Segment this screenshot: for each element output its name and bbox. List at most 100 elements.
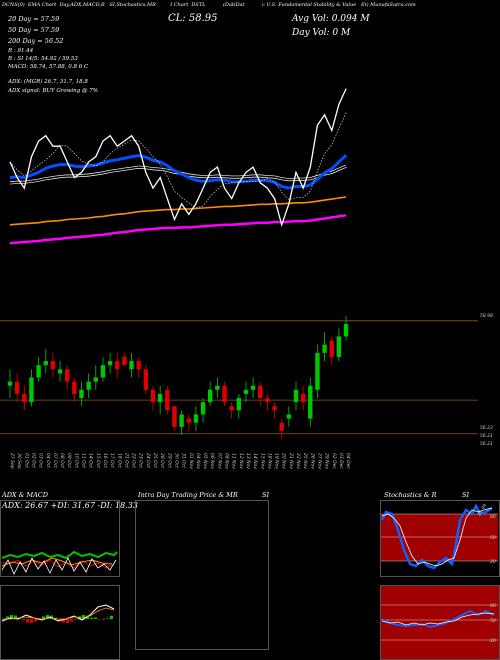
candle-body [43, 361, 48, 366]
date-tick: 25 Nov [302, 453, 308, 469]
close-label: CL: 58.95 [168, 13, 218, 24]
date-tick: 13 Nov [245, 453, 251, 469]
date-tick: 23 Oct [138, 453, 144, 468]
date-tick: 26 Nov [309, 453, 315, 469]
date-tick: 12 Nov [238, 453, 244, 469]
stoch-si: SI [462, 491, 470, 499]
rsi-tick-80: 80 [490, 603, 496, 609]
date-tick: 01 Oct [23, 453, 29, 468]
candle-body [50, 361, 56, 370]
rsi-chart: 80 50 20 [381, 603, 498, 644]
rsi-line-white [381, 612, 495, 626]
ema20-line [9, 154, 348, 190]
date-tick: 29 Nov [324, 453, 330, 469]
macd-bar [74, 618, 77, 620]
ma-info: 20 Day = 57.59 50 Day = 57.59 200 Day = … [8, 14, 63, 47]
adx-panel-title: ADX & MACD [2, 491, 48, 499]
date-tick: 09 Oct [66, 453, 72, 468]
macd-label: MACD: 58.74, 57.88, 0.8 6 C [8, 64, 89, 70]
stoch-panel-title: Stochastics & R [384, 491, 437, 499]
candle-body [315, 352, 320, 390]
macd-bar [110, 615, 113, 619]
candle-body [329, 340, 334, 357]
avg-vol: Avg Vol: 0.094 M [292, 14, 370, 24]
macd-bar [10, 615, 13, 619]
date-tick: 07 Nov [216, 453, 222, 469]
date-tick: 08 Oct [59, 453, 65, 468]
macd-bar [62, 619, 65, 623]
intraday-si: SI [262, 491, 270, 499]
macd-bar [6, 616, 9, 619]
macd-bar [46, 615, 49, 619]
ma-200-label: 200 Day = 56.52 [8, 37, 64, 45]
close-line [9, 88, 347, 228]
date-tick: 21 Nov [288, 453, 294, 469]
date-tick: 27 Sep [9, 453, 15, 469]
candle-body [265, 398, 270, 403]
candle-body [279, 422, 284, 431]
date-tick: 22 Nov [295, 453, 301, 469]
stochastics-chart: 81.94 80 50 20 [380, 503, 498, 570]
candle-body [100, 365, 106, 378]
candle-body [157, 393, 163, 403]
rsi-tick-20: 20 [490, 638, 496, 644]
candle-body [7, 381, 13, 386]
candle-body [165, 389, 170, 411]
header-fund: c U.S. Fundamental Stability & Value [262, 2, 357, 8]
candle-body [300, 393, 306, 403]
date-tick: 14 Oct [88, 453, 94, 468]
intraday-panel-title: Intra Day Trading Price & MR [138, 491, 238, 499]
intraday-panel [135, 500, 269, 650]
price-label-1: 58.98 [480, 313, 493, 319]
macd-bar [30, 619, 33, 623]
date-tick: 27 Nov [316, 453, 322, 469]
candle-body [14, 381, 20, 394]
ema-lines [9, 154, 348, 245]
candle-body [136, 361, 141, 370]
candle-body [343, 324, 349, 337]
stoch-tick-50: 50 [490, 535, 496, 541]
candle-body [79, 389, 84, 399]
adx-line: ADX: (MGR) 26.7, 31.7, 18.8 [8, 79, 88, 85]
header-indicators: Day,ADX,MACD,B [59, 2, 105, 8]
candle-body [93, 377, 98, 382]
date-tick: 31 Oct [181, 453, 187, 468]
macd-bar [58, 619, 61, 621]
date-tick: 05 Nov [202, 453, 208, 469]
candle-body [258, 385, 263, 399]
macd-bar [66, 619, 69, 623]
date-tick: 01 Nov [188, 453, 194, 469]
price-label-3: 56.21 [480, 433, 493, 439]
candle-body [208, 389, 213, 403]
header-ema-label: EMA Chart [27, 2, 57, 8]
candle-body [186, 418, 191, 423]
macd-bar [82, 615, 85, 619]
date-tick: 16 Oct [102, 453, 108, 468]
candle-body [86, 381, 91, 390]
date-tick: 11 Nov [231, 453, 237, 469]
macd-bar [106, 618, 109, 620]
day-vol: Day Vol: 0 M [292, 28, 351, 38]
macd-signal-line [2, 607, 115, 620]
stoch-k-line [380, 503, 493, 570]
candle-body [72, 381, 77, 394]
ma-20-label: 20 Day = 57.59 [8, 15, 60, 23]
rsi-line-blue [381, 609, 495, 629]
date-tick: 02 Oct [30, 453, 36, 468]
stoch-d-line [381, 507, 493, 567]
date-tick: 14 Nov [252, 453, 258, 469]
bb-r-label: R : 91.44 [8, 48, 34, 54]
macd-bars [2, 615, 113, 623]
stoch-tick-80: 80 [490, 514, 496, 520]
candle-body [129, 361, 134, 370]
macd-bar [94, 617, 97, 619]
stoch-band [381, 514, 498, 561]
date-tick: 24 Oct [145, 453, 151, 468]
adx-lines [1, 550, 118, 575]
date-tick: 28 Oct [159, 453, 165, 468]
candle-body [115, 361, 120, 370]
adx-line-white [1, 557, 117, 575]
date-tick: 30 Oct [173, 453, 179, 468]
price-label-2: 56.23 [480, 425, 493, 431]
date-tick: 18 Nov [266, 453, 272, 469]
